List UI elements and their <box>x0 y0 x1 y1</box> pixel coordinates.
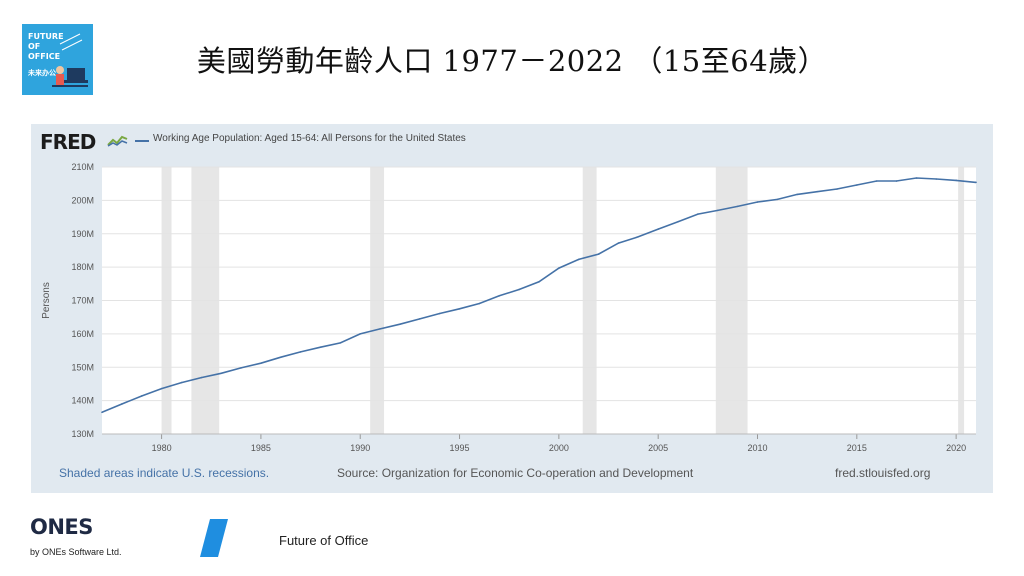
x-tick-label: 1995 <box>450 443 470 453</box>
y-tick-label: 140M <box>71 396 94 406</box>
data-point <box>180 381 183 384</box>
fred-graph-icon <box>107 135 128 147</box>
data-point <box>299 351 302 353</box>
slide-title: 美國勞動年齡人口 1977－2022 （15至64歲） <box>196 44 828 78</box>
data-point <box>140 395 143 397</box>
data-point <box>399 323 401 325</box>
x-tick-label: 1985 <box>251 443 271 453</box>
data-point <box>339 342 342 344</box>
data-point <box>438 312 441 315</box>
data-point <box>478 302 481 305</box>
data-point <box>319 346 322 349</box>
data-point <box>836 188 838 190</box>
y-tick-label: 190M <box>71 229 94 239</box>
data-point <box>935 178 938 180</box>
x-tick-label: 1990 <box>350 443 370 453</box>
legend-swatch <box>135 140 149 142</box>
slash-brand-icon <box>200 519 228 557</box>
data-point <box>875 180 878 182</box>
x-tick-label: 2010 <box>747 443 767 453</box>
data-point <box>419 318 421 320</box>
y-axis-ticks: 130M 140M 150M 160M 170M 180M 190M 200M 210M <box>71 162 94 439</box>
x-tick-label: 2005 <box>648 443 668 453</box>
data-point <box>697 213 699 215</box>
x-tick-label: 2020 <box>946 443 966 453</box>
y-tick-label: 200M <box>71 195 94 205</box>
data-point <box>458 308 461 310</box>
logo-line-1: FUTURE <box>28 32 64 41</box>
data-point <box>498 295 501 297</box>
y-tick-label: 130M <box>71 429 94 439</box>
data-point <box>359 333 362 335</box>
data-point <box>538 281 540 283</box>
recession-note: Shaded areas indicate U.S. recessions. <box>59 466 270 480</box>
y-tick-label: 210M <box>71 162 94 172</box>
logo-line-4: 未来办公 <box>28 69 56 77</box>
data-point <box>915 177 918 179</box>
footer-tagline: Future of Office <box>279 533 369 548</box>
x-tick-label: 2015 <box>847 443 867 453</box>
data-point <box>955 179 957 182</box>
data-point <box>677 220 679 223</box>
fred-logo: FRED <box>40 130 96 154</box>
data-point <box>200 376 203 379</box>
data-point <box>856 184 858 186</box>
data-point <box>101 411 103 414</box>
data-point <box>895 180 898 182</box>
data-point <box>558 267 560 269</box>
data-point <box>796 193 799 196</box>
data-point <box>260 362 262 365</box>
data-point <box>240 367 242 369</box>
data-point <box>379 328 381 330</box>
fred-chart-panel: FRED Working Age Population: Aged 15-64:… <box>31 124 993 493</box>
data-point <box>597 253 600 255</box>
data-point <box>716 209 719 212</box>
data-point <box>279 356 282 359</box>
future-of-office-logo: FUTURE OF OFFICE 未来办公 <box>22 24 93 95</box>
fred-site-link[interactable]: fred.stlouisfed.org <box>835 466 931 480</box>
data-point <box>657 228 659 230</box>
data-point <box>160 387 163 390</box>
data-point <box>736 205 739 208</box>
y-tick-label: 170M <box>71 296 94 306</box>
line-chart: 130M 140M 150M 160M 170M 180M 190M 200M 210M 198… <box>41 162 977 453</box>
data-point <box>816 190 818 193</box>
legend-label: Working Age Population: Aged 15-64: All … <box>153 133 466 144</box>
data-points <box>101 177 977 414</box>
x-axis-ticks: 1980 1985 1990 1995 2000 2005 2010 2015 2020 <box>102 433 976 453</box>
data-point <box>776 198 779 201</box>
data-point <box>518 288 520 291</box>
source-note: Source: Organization for Economic Co-ope… <box>337 466 694 480</box>
data-point <box>637 235 640 238</box>
data-point <box>617 242 620 244</box>
x-tick-label: 1980 <box>152 443 172 453</box>
y-tick-label: 150M <box>71 362 94 372</box>
desk-illustration-icon <box>52 33 88 87</box>
y-tick-label: 180M <box>71 262 94 272</box>
y-tick-label: 160M <box>71 329 94 339</box>
data-point <box>756 201 759 203</box>
y-axis-label: Persons <box>41 282 52 319</box>
logo-line-3: OFFICE <box>28 52 61 61</box>
ones-logo: ONES <box>30 515 93 539</box>
ones-company-name: by ONEs Software Ltd. <box>30 547 122 557</box>
data-point <box>121 403 123 405</box>
data-point <box>220 372 222 375</box>
data-point <box>577 258 580 261</box>
data-point <box>975 181 977 184</box>
x-tick-label: 2000 <box>549 443 569 453</box>
logo-line-2: OF <box>28 42 41 51</box>
